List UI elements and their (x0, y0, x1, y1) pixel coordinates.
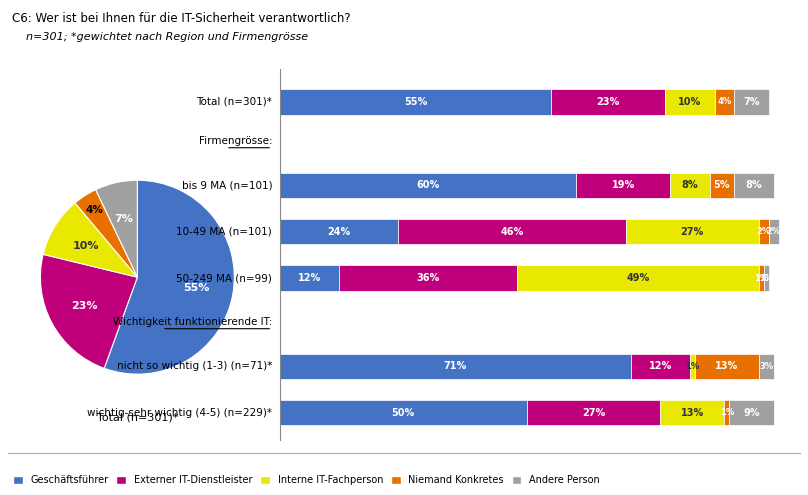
Text: 71%: 71% (444, 361, 467, 371)
Text: 1%: 1% (755, 274, 768, 283)
Wedge shape (95, 180, 137, 277)
Text: 7%: 7% (743, 97, 760, 107)
Text: 46%: 46% (500, 227, 524, 237)
Bar (759, 265, 764, 291)
Bar (709, 173, 734, 198)
Text: 12%: 12% (649, 361, 671, 371)
Legend: Geschäftsführer, Externer IT-Dienstleister, Interne IT-Fachperson, Niemand Konkr: Geschäftsführer, Externer IT-Dienstleist… (13, 475, 600, 485)
Bar (690, 353, 695, 379)
Text: 2%: 2% (757, 227, 771, 236)
Bar (695, 353, 759, 379)
Bar (714, 89, 734, 114)
Text: 3%: 3% (760, 362, 773, 371)
Text: C6: Wer ist bei Ihnen für die IT-Sicherheit verantwortlich?: C6: Wer ist bei Ihnen für die IT-Sicherh… (12, 12, 351, 25)
Text: 36%: 36% (416, 273, 440, 283)
Text: 8%: 8% (746, 180, 763, 190)
Wedge shape (104, 180, 234, 374)
Bar (730, 400, 774, 426)
Text: 50%: 50% (392, 408, 415, 418)
Text: bis 9 MA (n=101): bis 9 MA (n=101) (182, 180, 272, 190)
Text: Total (n=301)*: Total (n=301)* (97, 413, 178, 423)
Bar (517, 265, 759, 291)
Bar (734, 89, 769, 114)
Text: 55%: 55% (404, 97, 427, 107)
Text: 19%: 19% (612, 180, 635, 190)
Text: 27%: 27% (680, 227, 704, 237)
Bar (280, 89, 552, 114)
Bar (665, 89, 714, 114)
Wedge shape (43, 203, 137, 277)
Bar (769, 219, 779, 245)
Text: 12%: 12% (297, 273, 321, 283)
Bar (725, 400, 730, 426)
Text: 10%: 10% (678, 97, 701, 107)
Bar (527, 400, 660, 426)
Bar (280, 173, 576, 198)
Text: 13%: 13% (715, 361, 739, 371)
Bar (759, 353, 774, 379)
Text: Firmengrösse:: Firmengrösse: (199, 136, 272, 146)
Text: 10%: 10% (73, 241, 99, 250)
Text: 4%: 4% (718, 98, 731, 106)
Bar (339, 265, 517, 291)
Text: 13%: 13% (680, 408, 704, 418)
Bar (764, 265, 769, 291)
Text: Wichtigkeit funktionierende IT:: Wichtigkeit funktionierende IT: (113, 317, 272, 327)
Text: 7%: 7% (115, 213, 133, 224)
Bar (625, 219, 759, 245)
Text: 60%: 60% (416, 180, 440, 190)
Text: 9%: 9% (743, 408, 760, 418)
Bar (398, 219, 625, 245)
Text: nicht so wichtig (1-3) (n=71)*: nicht so wichtig (1-3) (n=71)* (117, 361, 272, 371)
Text: 1%: 1% (720, 408, 734, 417)
Bar (734, 173, 774, 198)
Text: 49%: 49% (626, 273, 650, 283)
Bar (552, 89, 665, 114)
Bar (630, 353, 690, 379)
Text: 23%: 23% (71, 300, 98, 310)
Bar (670, 173, 709, 198)
Text: 10-49 MA (n=101): 10-49 MA (n=101) (176, 227, 272, 237)
Wedge shape (40, 254, 137, 368)
Bar (280, 265, 339, 291)
Text: Total (n=301)*: Total (n=301)* (196, 97, 272, 107)
Text: 50-249 MA (n=99): 50-249 MA (n=99) (176, 273, 272, 283)
Bar (576, 173, 670, 198)
Text: 8%: 8% (681, 180, 698, 190)
Text: wichtig-sehr wichtig (4-5) (n=229)*: wichtig-sehr wichtig (4-5) (n=229)* (87, 408, 272, 418)
Text: 27%: 27% (582, 408, 605, 418)
Text: 4%: 4% (86, 205, 103, 215)
Bar (280, 219, 398, 245)
Text: 55%: 55% (183, 283, 210, 293)
Text: 5%: 5% (713, 180, 730, 190)
Text: 1%: 1% (685, 362, 700, 371)
Text: 23%: 23% (596, 97, 620, 107)
Bar (280, 400, 527, 426)
Bar (280, 353, 630, 379)
Text: 24%: 24% (327, 227, 351, 237)
Bar (759, 219, 769, 245)
Bar (660, 400, 725, 426)
Text: 1%: 1% (760, 274, 773, 283)
Text: 2%: 2% (767, 227, 781, 236)
Wedge shape (75, 190, 137, 277)
Text: n=301; *gewichtet nach Region und Firmengrösse: n=301; *gewichtet nach Region und Firmen… (12, 32, 308, 42)
